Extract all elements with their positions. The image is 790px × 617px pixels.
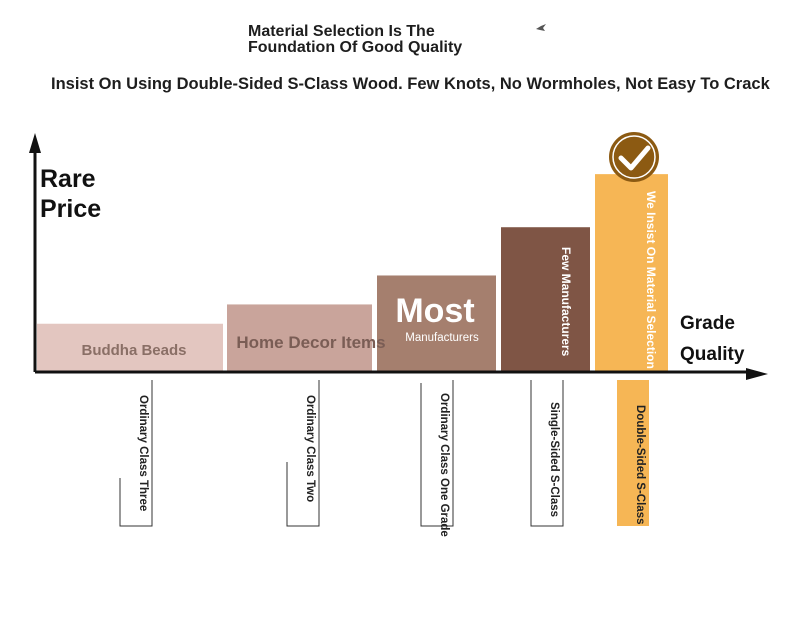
category-bracket-1	[119, 380, 153, 527]
category-bracket-3	[420, 380, 454, 527]
category-label-4: Single-Sided S-Class	[548, 402, 560, 517]
chart-title: Material Selection Is The Foundation Of …	[248, 24, 462, 56]
check-mark-icon	[618, 145, 651, 171]
category-bracket-4	[530, 380, 564, 527]
chart-title-line-2: Foundation Of Good Quality	[248, 39, 463, 56]
bar-4	[501, 227, 590, 371]
y-axis-label-line-2: Price	[40, 195, 102, 223]
check-circle-icon	[609, 132, 659, 182]
x-axis-label-line-1: Grade	[680, 313, 735, 334]
bar-label-1: Buddha Beads	[81, 342, 186, 359]
category-highlight-5	[617, 380, 649, 526]
y-axis-label: Rare Price	[40, 164, 101, 224]
bar-label-3-small: Manufacturers	[405, 332, 479, 344]
x-axis-arrow	[746, 368, 768, 380]
chart-subtitle: Insist On Using Double-Sided S-Class Woo…	[51, 75, 770, 93]
y-axis-label-line-1: Rare	[40, 165, 96, 193]
bar-label-4: Few Manufacturers	[559, 247, 573, 357]
category-bracket-2	[286, 380, 320, 527]
bar-2	[227, 304, 372, 371]
bar-label-2: Home Decor Items	[236, 333, 385, 352]
x-axis-label: Grade Quality	[680, 308, 744, 370]
x-axis-label-line-2: Quality	[680, 344, 745, 365]
category-label-3: Ordinary Class One Grade	[438, 393, 450, 537]
chart-title-line-1: Material Selection Is The	[248, 23, 435, 40]
y-axis-arrow	[29, 133, 41, 153]
bar-label-3-large: Most	[395, 292, 474, 330]
check-circle-ring	[612, 135, 656, 179]
category-label-2: Ordinary Class Two	[304, 395, 316, 502]
category-label-1: Ordinary Class Three	[137, 395, 149, 511]
bar-label-5: We Insist On Material Selection	[644, 191, 658, 369]
bird-icon	[536, 24, 546, 31]
category-label-5: Double-Sided S-Class	[634, 405, 646, 525]
bar-5	[595, 174, 668, 371]
bar-1	[37, 323, 223, 371]
bar-3	[377, 275, 496, 371]
